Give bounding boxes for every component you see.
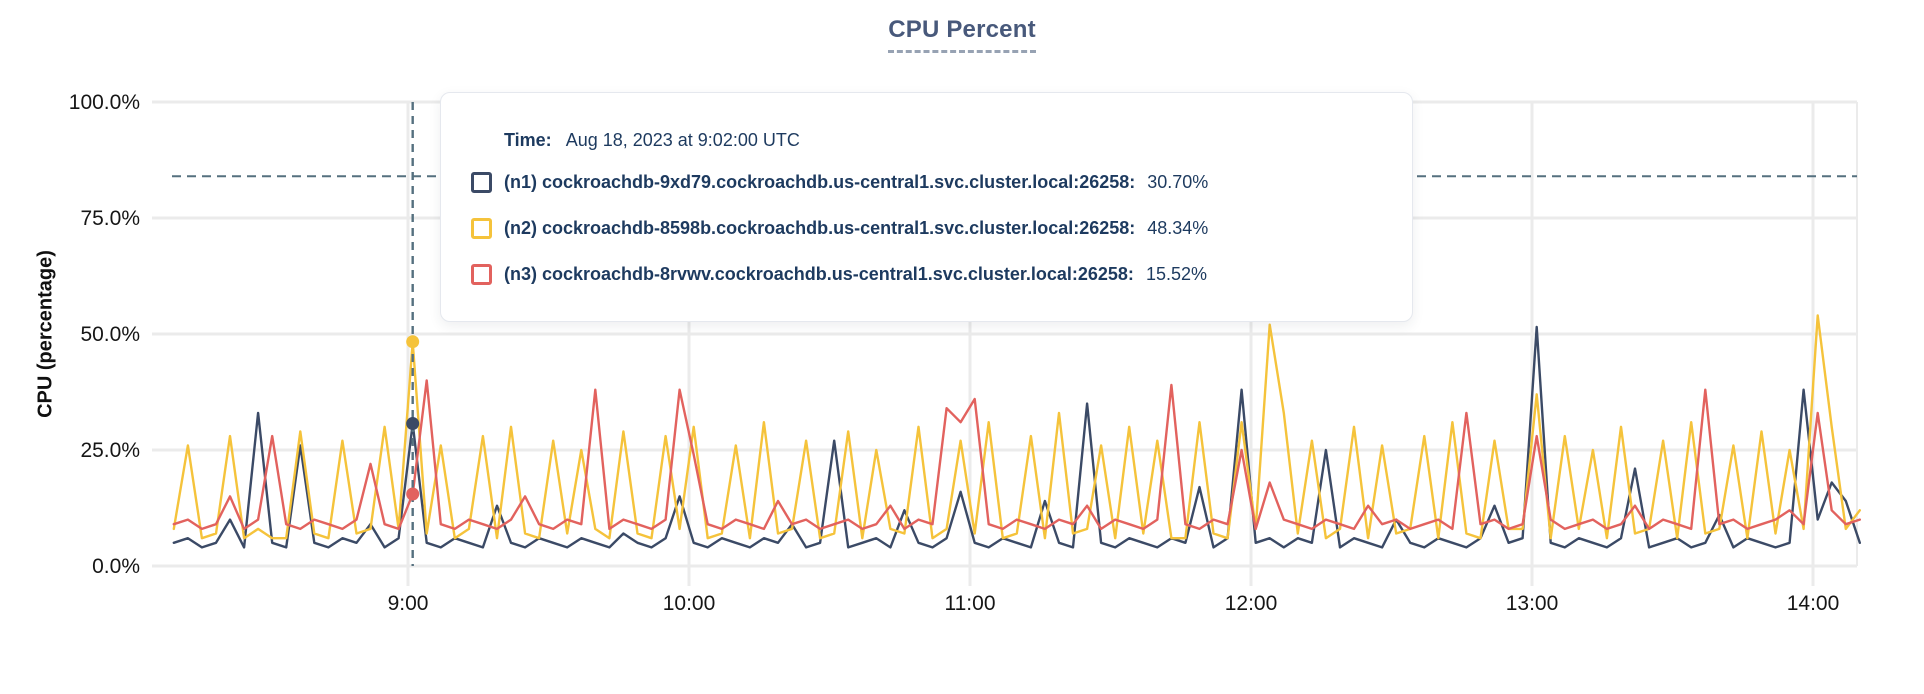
y-tick-label: 100.0% bbox=[69, 91, 140, 114]
tooltip-series-row-n1: (n1) cockroachdb-9xd79.cockroachdb.us-ce… bbox=[471, 171, 1384, 193]
series-marker-n2-icon bbox=[471, 217, 492, 239]
x-tick-label: 9:00 bbox=[388, 592, 429, 615]
y-tick-label: 50.0% bbox=[80, 323, 140, 346]
x-tick-label: 10:00 bbox=[663, 592, 716, 615]
tooltip-series-row-n2: (n2) cockroachdb-8598b.cockroachdb.us-ce… bbox=[471, 217, 1384, 239]
y-tick-label: 0.0% bbox=[92, 555, 140, 578]
series-line-n3 bbox=[172, 379, 1862, 531]
series-line-n2 bbox=[172, 314, 1862, 540]
series-label-n3: (n3) cockroachdb-8rvwv.cockroachdb.us-ce… bbox=[504, 264, 1134, 284]
y-tick-label: 25.0% bbox=[80, 439, 140, 462]
series-marker-n1-icon bbox=[471, 171, 492, 193]
series-line-n1 bbox=[172, 325, 1862, 549]
x-tick-label: 14:00 bbox=[1787, 592, 1840, 615]
series-label-n2: (n2) cockroachdb-8598b.cockroachdb.us-ce… bbox=[504, 218, 1136, 238]
tooltip-time-value: Aug 18, 2023 at 9:02:00 UTC bbox=[565, 130, 800, 150]
hover-tooltip: Time: Aug 18, 2023 at 9:02:00 UTC (n1) c… bbox=[440, 92, 1413, 322]
tooltip-time-label: Time: bbox=[504, 130, 552, 150]
hover-point-n1 bbox=[406, 417, 420, 431]
chart-title[interactable]: CPU Percent bbox=[0, 16, 1924, 53]
x-tick-label: 12:00 bbox=[1225, 592, 1278, 615]
series-marker-n3-icon bbox=[471, 263, 492, 285]
series-value-n1: 30.70% bbox=[1147, 172, 1209, 192]
y-tick-label: 75.0% bbox=[80, 207, 140, 230]
tooltip-time-row: Time: Aug 18, 2023 at 9:02:00 UTC bbox=[504, 129, 1384, 151]
chart-title-text: CPU Percent bbox=[888, 16, 1036, 53]
x-tick-label: 13:00 bbox=[1506, 592, 1559, 615]
series-label-n1: (n1) cockroachdb-9xd79.cockroachdb.us-ce… bbox=[504, 172, 1136, 192]
tooltip-series-row-n3: (n3) cockroachdb-8rvwv.cockroachdb.us-ce… bbox=[471, 263, 1384, 285]
x-tick-label: 11:00 bbox=[945, 592, 996, 615]
hover-point-n2 bbox=[406, 335, 420, 349]
series-value-n2: 48.34% bbox=[1147, 218, 1209, 238]
hover-point-n3 bbox=[406, 487, 420, 501]
series-value-n3: 15.52% bbox=[1145, 264, 1207, 284]
